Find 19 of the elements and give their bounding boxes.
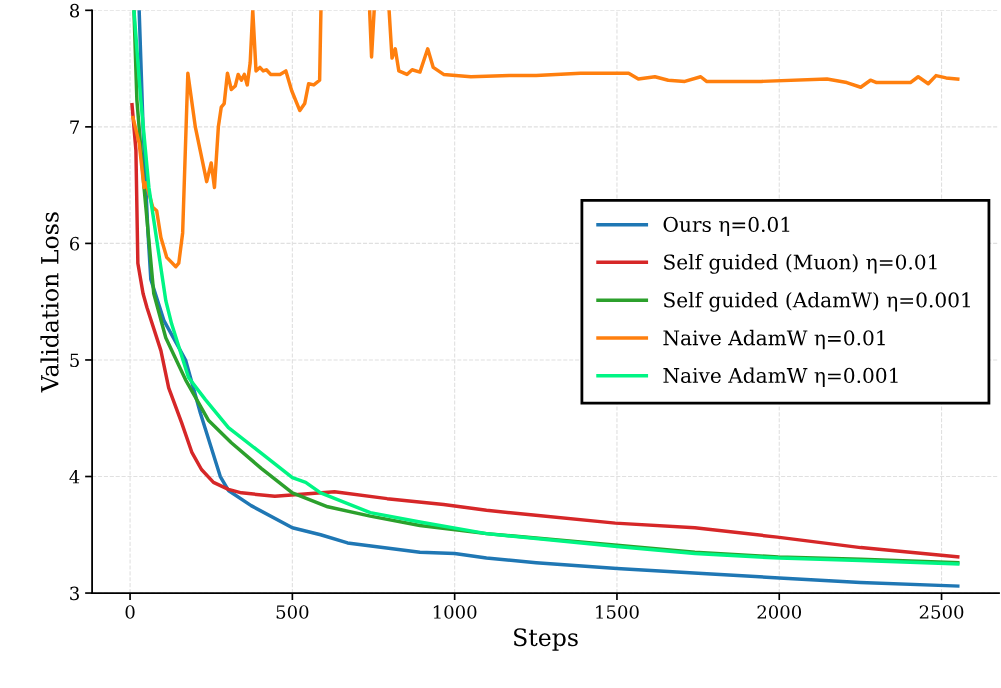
y-tick-label: 4 <box>69 469 80 484</box>
x-tick-label: 500 <box>276 605 309 619</box>
x-tick-label: 2000 <box>757 605 802 619</box>
y-tick-label: 8 <box>70 3 80 18</box>
legend-label: Naive AdamW η=0.001 <box>663 367 898 387</box>
x-tick-label: 1000 <box>433 605 477 619</box>
legend-label: Self guided (Muon) η=0.01 <box>664 254 937 274</box>
y-axis-title: Validation Loss <box>40 212 59 393</box>
legend-label: Naive AdamW η=0.01 <box>663 329 885 350</box>
x-tick-label: 1500 <box>596 605 639 619</box>
y-tick-label: 5 <box>70 353 79 368</box>
x-axis-title: Steps <box>514 628 578 651</box>
legend-label: Self guided (AdamW) η=0.001 <box>664 291 970 312</box>
y-tick-label: 3 <box>70 586 79 601</box>
y-tick-label: 7 <box>70 120 79 134</box>
y-tick-label: 6 <box>70 236 80 251</box>
legend-label: Ours η=0.01 <box>663 216 790 236</box>
x-tick-label: 0 <box>125 605 135 619</box>
x-tick-label: 2500 <box>919 605 964 619</box>
